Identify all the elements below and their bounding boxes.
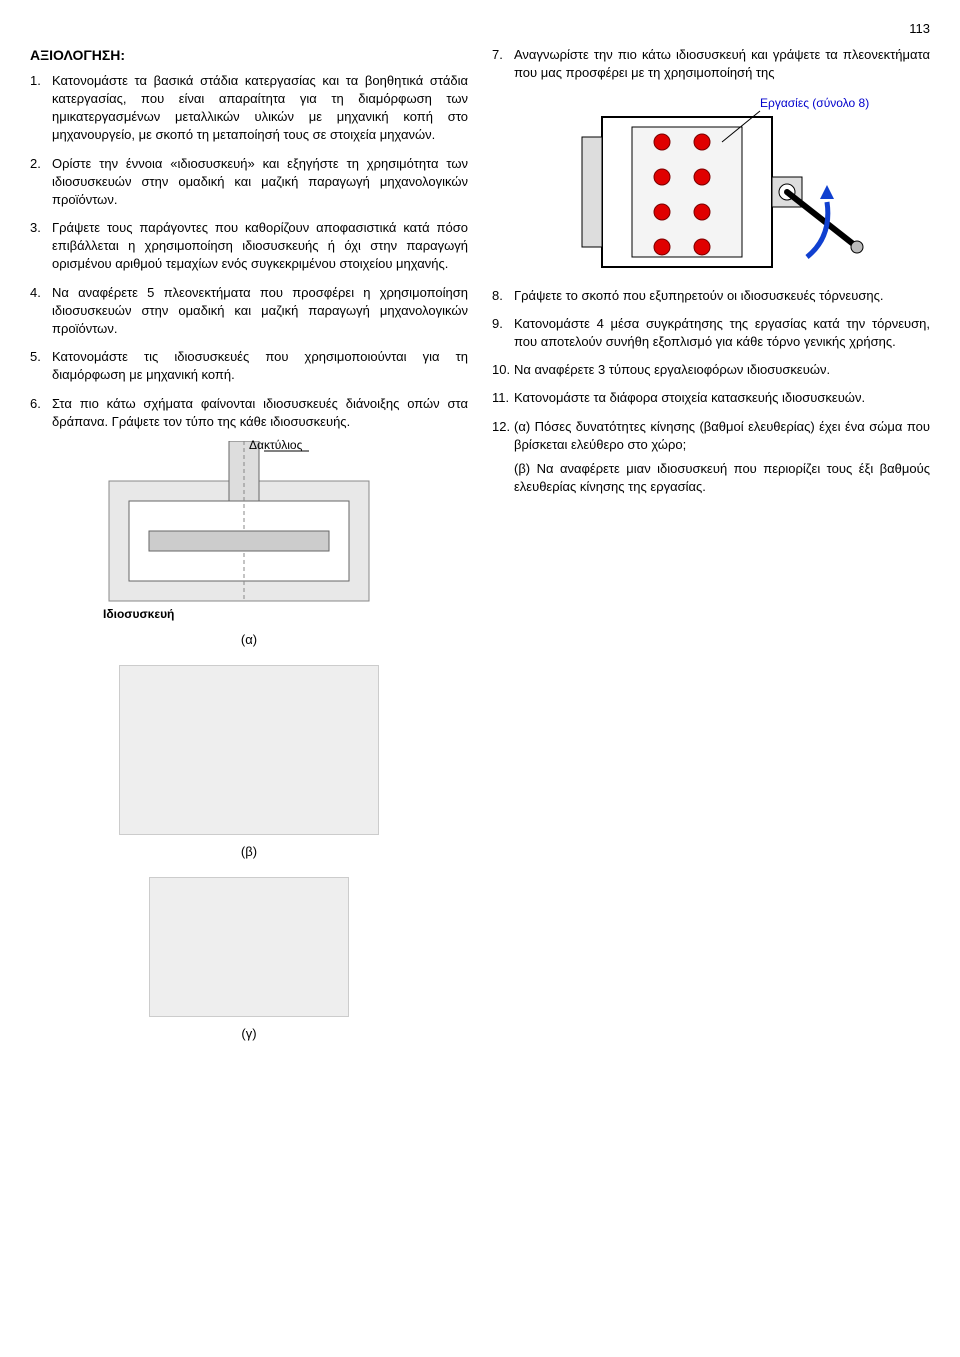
question-12a: (α) Πόσες δυνατότητες κίνησης (βαθμοί ελ…: [514, 419, 930, 452]
figure-a-wrap: Δακτύλιος Ιδιοσυσκευή: [99, 441, 399, 621]
question-11: Κατονομάστε τα διάφορα στοιχεία κατασκευ…: [492, 389, 930, 407]
label-ergasies: Εργασίες (σύνολο 8): [760, 96, 869, 110]
question-2: Ορίστε την έννοια «ιδιοσυσκευή» και εξηγ…: [30, 155, 468, 210]
figure-a-caption: (α): [30, 631, 468, 649]
figure-b-caption: (β): [30, 843, 468, 861]
right-column: Αναγνωρίστε την πιο κάτω ιδιοσυσκευή και…: [492, 46, 930, 1059]
question-6: Στα πιο κάτω σχήματα φαίνονται ιδιοσυσκε…: [30, 395, 468, 431]
figure-b-placeholder: [119, 665, 379, 835]
question-9: Κατονομάστε 4 μέσα συγκράτησης της εργασ…: [492, 315, 930, 351]
page-number: 113: [30, 20, 930, 38]
section-heading: ΑΞΙΟΛΟΓΗΣΗ:: [30, 46, 468, 66]
label-idiosyskevi: Ιδιοσυσκευή: [103, 606, 174, 623]
question-7: Αναγνωρίστε την πιο κάτω ιδιοσυσκευή και…: [492, 46, 930, 276]
question-3: Γράψετε τους παράγοντες που καθορίζουν α…: [30, 219, 468, 274]
question-4: Να αναφέρετε 5 πλεονεκτήματα που προσφέρ…: [30, 284, 468, 339]
question-1: Κατονομάστε τα βασικά στάδια κατεργασίας…: [30, 72, 468, 145]
figure-c-placeholder: [149, 877, 349, 1017]
two-column-layout: ΑΞΙΟΛΟΓΗΣΗ: Κατονομάστε τα βασικά στάδια…: [30, 46, 930, 1059]
question-8: Γράψετε το σκοπό που εξυπηρετούν οι ιδιο…: [492, 287, 930, 305]
question-12b: (β) Να αναφέρετε μιαν ιδιοσυσκευή που πε…: [514, 460, 930, 496]
left-column: ΑΞΙΟΛΟΓΗΣΗ: Κατονομάστε τα βασικά στάδια…: [30, 46, 468, 1059]
left-question-list: Κατονομάστε τα βασικά στάδια κατεργασίας…: [30, 72, 468, 431]
jig-figure-svg: Εργασίες (σύνολο 8): [572, 87, 872, 277]
right-question-list: Αναγνωρίστε την πιο κάτω ιδιοσυσκευή και…: [492, 46, 930, 496]
question-5: Κατονομάστε τις ιδιοσυσκευές που χρησιμο…: [30, 348, 468, 384]
figure-c-caption: (γ): [30, 1025, 468, 1043]
question-7-text: Αναγνωρίστε την πιο κάτω ιδιοσυσκευή και…: [514, 47, 930, 80]
question-10: Να αναφέρετε 3 τύπους εργαλειοφόρων ιδιο…: [492, 361, 930, 379]
label-daktylios: Δακτύλιος: [249, 437, 302, 454]
figure-a-svg: [99, 441, 399, 621]
question-12: (α) Πόσες δυνατότητες κίνησης (βαθμοί ελ…: [492, 418, 930, 497]
